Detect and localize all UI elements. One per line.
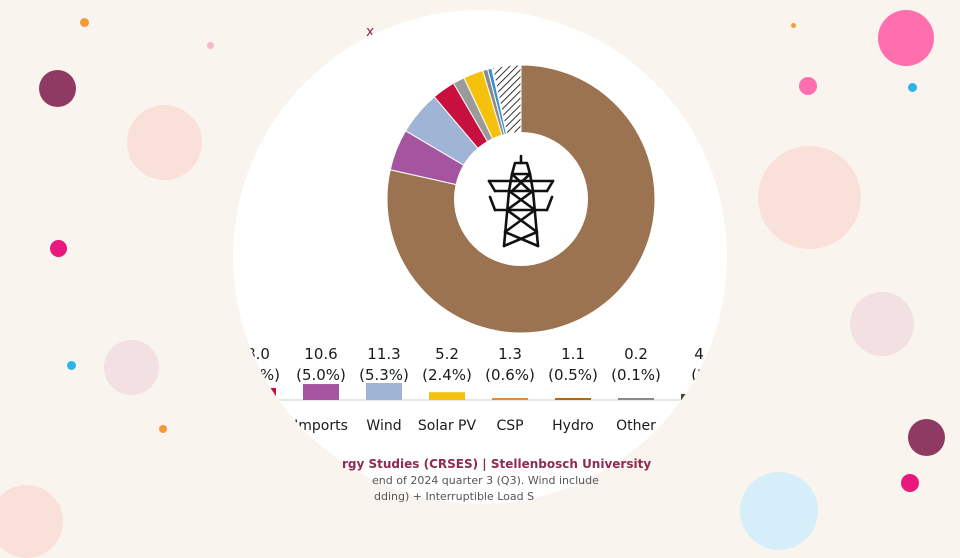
source-line-1: rgy Studies (CRSES) | Stellenbosch Unive… — [342, 457, 652, 471]
percent-label: (5.0%) — [296, 366, 346, 384]
decor-dot — [207, 42, 214, 49]
bar — [681, 393, 717, 400]
header-fragment: x — [366, 24, 375, 40]
bar — [429, 392, 465, 400]
decor-dot — [799, 77, 817, 95]
category-label: Other — [616, 418, 656, 434]
category-label: Imports — [294, 418, 348, 434]
chart-frame: 8.0 2.8%) … 10.6 (5.0%) Imports 11.3 (5.3%) Wind… — [233, 10, 727, 504]
category-label: CSP — [496, 418, 523, 434]
category-label: … — [251, 418, 265, 434]
percent-label: (0.6%) — [485, 366, 535, 384]
percent-label: 2.8%) — [236, 366, 280, 384]
bar — [366, 383, 402, 400]
decor-dot — [50, 240, 67, 257]
decor-dot — [908, 419, 945, 456]
bar — [492, 398, 528, 400]
data-label: 1.3 — [498, 345, 522, 363]
data-label: 5.2 — [435, 345, 459, 363]
decor-dot — [908, 83, 917, 92]
decor-dot — [39, 70, 76, 107]
category-label: … — [692, 418, 706, 434]
decor-dot — [901, 474, 919, 492]
data-label: 1.1 — [561, 345, 585, 363]
bar — [555, 398, 591, 400]
decor-dot — [67, 361, 76, 370]
decor-dot — [850, 292, 914, 356]
category-label: Hydro — [552, 418, 594, 434]
percent-label: (0.5%) — [548, 366, 598, 384]
data-label: 10.6 — [304, 345, 337, 363]
electricity-pylon-icon — [487, 154, 555, 248]
source-line-2: end of 2024 quarter 3 (Q3). Wind include — [372, 474, 599, 487]
percent-label: (0.1%) — [611, 366, 661, 384]
decor-dot — [740, 472, 818, 550]
category-label: Solar PV — [418, 418, 477, 434]
decor-dot — [104, 340, 159, 395]
decor-dot — [791, 23, 796, 28]
decor-dot — [159, 425, 167, 433]
decor-dot — [758, 146, 861, 249]
data-label: 4 — [694, 345, 704, 363]
data-label: 11.3 — [367, 345, 400, 363]
decor-dot — [127, 105, 202, 180]
bar — [618, 398, 654, 400]
decor-dot — [80, 18, 89, 27]
category-label: Wind — [366, 418, 401, 434]
percent-label: (2 — [691, 366, 706, 384]
decor-dot — [878, 10, 934, 66]
donut-chart — [386, 64, 656, 334]
decor-dot — [0, 485, 63, 558]
bar-chart: 8.0 2.8%) … 10.6 (5.0%) Imports 11.3 (5.3%) Wind… — [236, 345, 717, 434]
source-line-3: dding) + Interruptible Load S — [374, 490, 535, 503]
data-label: 8.0 — [246, 345, 270, 363]
bar — [303, 384, 339, 400]
percent-label: (5.3%) — [359, 366, 409, 384]
bar — [240, 387, 276, 400]
data-label: 0.2 — [624, 345, 648, 363]
percent-label: (2.4%) — [422, 366, 472, 384]
